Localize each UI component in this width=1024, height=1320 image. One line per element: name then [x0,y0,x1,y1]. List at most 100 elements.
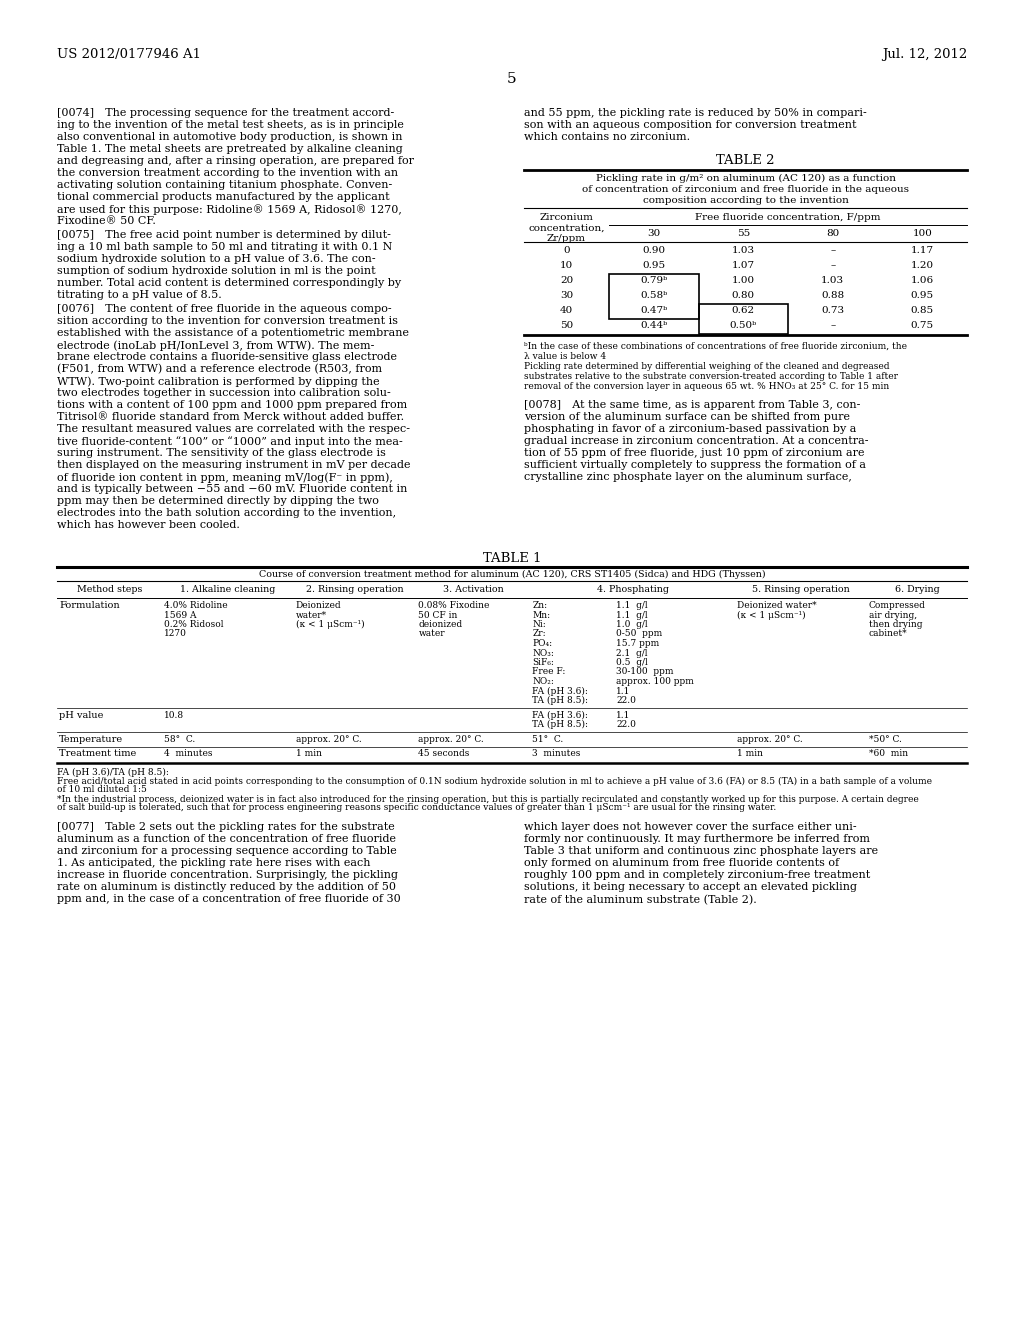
Text: approx. 20° C.: approx. 20° C. [296,734,361,743]
Text: 0-50  ppm: 0-50 ppm [616,630,663,639]
Text: tive fluoride-content “100” or “1000” and input into the mea-: tive fluoride-content “100” or “1000” an… [57,436,402,446]
Text: *50° C.: *50° C. [869,734,902,743]
Text: 0.73: 0.73 [821,306,845,315]
Text: 1.1  g/l: 1.1 g/l [616,601,648,610]
Text: number. Total acid content is determined correspondingly by: number. Total acid content is determined… [57,279,401,288]
Text: 0.62: 0.62 [732,306,755,315]
Text: which contains no zirconium.: which contains no zirconium. [524,132,690,143]
Text: ing a 10 ml bath sample to 50 ml and titrating it with 0.1 N: ing a 10 ml bath sample to 50 ml and tit… [57,242,392,252]
Text: deionized: deionized [419,620,463,630]
Text: –: – [830,321,836,330]
Text: –: – [830,261,836,271]
Text: rate on aluminum is distinctly reduced by the addition of 50: rate on aluminum is distinctly reduced b… [57,883,396,892]
Text: formly nor continuously. It may furthermore be inferred from: formly nor continuously. It may furtherm… [524,834,870,845]
Text: 30-100  ppm: 30-100 ppm [616,668,674,676]
Text: Table 1. The metal sheets are pretreated by alkaline cleaning: Table 1. The metal sheets are pretreated… [57,144,402,154]
Text: (F501, from WTW) and a reference electrode (R503, from: (F501, from WTW) and a reference electro… [57,364,382,375]
Text: 58°  C.: 58° C. [164,734,195,743]
Text: TABLE 2: TABLE 2 [716,154,775,168]
Text: Deionized: Deionized [296,601,341,610]
Text: then displayed on the measuring instrument in mV per decade: then displayed on the measuring instrume… [57,459,411,470]
Text: Course of conversion treatment method for aluminum (AC 120), CRS ST1405 (Sidca) : Course of conversion treatment method fo… [259,570,765,579]
Text: 0.2% Ridosol: 0.2% Ridosol [164,620,223,630]
Text: 0.5  g/l: 0.5 g/l [616,657,648,667]
Text: 0.44ᵇ: 0.44ᵇ [640,321,668,330]
Text: (κ < 1 μScm⁻¹): (κ < 1 μScm⁻¹) [296,620,365,630]
Text: 45 seconds: 45 seconds [419,750,470,759]
Text: composition according to the invention: composition according to the invention [643,195,849,205]
Text: 22.0: 22.0 [616,719,636,729]
Text: 10.8: 10.8 [164,710,183,719]
Text: sition according to the invention for conversion treatment is: sition according to the invention for co… [57,315,398,326]
Text: FA (pH 3.6):: FA (pH 3.6): [532,686,588,696]
Text: (κ < 1 μScm⁻¹): (κ < 1 μScm⁻¹) [737,610,806,619]
Text: 20: 20 [560,276,573,285]
Text: tional commercial products manufactured by the applicant: tional commercial products manufactured … [57,191,389,202]
Text: of salt build-up is tolerated, such that for process engineering reasons specifi: of salt build-up is tolerated, such that… [57,804,776,813]
Text: the conversion treatment according to the invention with an: the conversion treatment according to th… [57,168,398,178]
Text: 1.1  g/l: 1.1 g/l [616,610,648,619]
Text: 3. Activation: 3. Activation [443,585,504,594]
Text: sumption of sodium hydroxide solution in ml is the point: sumption of sodium hydroxide solution in… [57,267,376,276]
Text: also conventional in automotive body production, is shown in: also conventional in automotive body pro… [57,132,402,143]
Text: Jul. 12, 2012: Jul. 12, 2012 [882,48,967,61]
Text: two electrodes together in succession into calibration solu-: two electrodes together in succession in… [57,388,391,399]
Text: 4  minutes: 4 minutes [164,750,212,759]
Text: 0.95: 0.95 [642,261,666,271]
Text: then drying: then drying [869,620,923,630]
Text: tion of 55 ppm of free fluoride, just 10 ppm of zirconium are: tion of 55 ppm of free fluoride, just 10… [524,447,864,458]
Text: λ value is below 4: λ value is below 4 [524,352,606,360]
Text: Table 3 that uniform and continuous zinc phosphate layers are: Table 3 that uniform and continuous zinc… [524,846,879,857]
Text: 0.58ᵇ: 0.58ᵇ [640,290,668,300]
Text: 50: 50 [560,321,573,330]
Text: Treatment time: Treatment time [59,750,136,759]
Text: 100: 100 [912,228,932,238]
Text: 1.07: 1.07 [732,261,755,271]
Text: activating solution containing titanium phosphate. Conven-: activating solution containing titanium … [57,180,392,190]
Text: Method steps: Method steps [77,585,142,594]
Text: electrodes into the bath solution according to the invention,: electrodes into the bath solution accord… [57,508,396,517]
Text: sodium hydroxide solution to a pH value of 3.6. The con-: sodium hydroxide solution to a pH value … [57,253,376,264]
Text: *In the industrial process, deionized water is in fact also introduced for the r: *In the industrial process, deionized wa… [57,795,919,804]
Text: water*: water* [296,610,327,619]
Text: which has however been cooled.: which has however been cooled. [57,520,240,531]
Text: phosphating in favor of a zirconium-based passivation by a: phosphating in favor of a zirconium-base… [524,424,856,434]
Text: 5: 5 [507,73,517,86]
Text: 15.7 ppm: 15.7 ppm [616,639,659,648]
Text: 1.0  g/l: 1.0 g/l [616,620,648,630]
Text: 30: 30 [560,290,573,300]
Text: approx. 20° C.: approx. 20° C. [419,734,484,743]
Text: brane electrode contains a fluoride-sensitive glass electrode: brane electrode contains a fluoride-sens… [57,352,397,362]
Text: FA (pH 3.6)/TA (pH 8.5):: FA (pH 3.6)/TA (pH 8.5): [57,767,169,776]
Text: 1. Alkaline cleaning: 1. Alkaline cleaning [180,585,275,594]
Text: *60  min: *60 min [869,750,908,759]
Text: titrating to a pH value of 8.5.: titrating to a pH value of 8.5. [57,290,222,300]
Text: crystalline zinc phosphate layer on the aluminum surface,: crystalline zinc phosphate layer on the … [524,473,852,482]
Text: ppm and, in the case of a concentration of free fluoride of 30: ppm and, in the case of a concentration … [57,895,400,904]
Text: Zr:: Zr: [532,630,546,639]
Text: ing to the invention of the metal test sheets, as is in principle: ing to the invention of the metal test s… [57,120,403,129]
Text: of concentration of zirconium and free fluoride in the aqueous: of concentration of zirconium and free f… [582,185,909,194]
Text: SiF₆:: SiF₆: [532,657,554,667]
Text: 1.20: 1.20 [910,261,934,271]
Text: tions with a content of 100 ppm and 1000 ppm prepared from: tions with a content of 100 ppm and 1000… [57,400,408,411]
Bar [698,304,788,334]
Bar [609,275,698,319]
Text: 1.03: 1.03 [821,276,845,285]
Text: –: – [830,246,836,255]
Text: NO₃:: NO₃: [532,648,554,657]
Text: solutions, it being necessary to accept an elevated pickling: solutions, it being necessary to accept … [524,883,857,892]
Text: ppm may then be determined directly by dipping the two: ppm may then be determined directly by d… [57,496,379,506]
Text: Deionized water*: Deionized water* [737,601,816,610]
Text: electrode (inoLab pH/IonLevel 3, from WTW). The mem-: electrode (inoLab pH/IonLevel 3, from WT… [57,341,375,351]
Text: 51°  C.: 51° C. [532,734,563,743]
Text: 3  minutes: 3 minutes [532,750,581,759]
Text: and zirconium for a processing sequence according to Table: and zirconium for a processing sequence … [57,846,396,857]
Text: 4. Phosphating: 4. Phosphating [597,585,669,594]
Text: Zn:: Zn: [532,601,547,610]
Text: Ni:: Ni: [532,620,546,630]
Text: The resultant measured values are correlated with the respec-: The resultant measured values are correl… [57,424,410,434]
Text: Temperature: Temperature [59,734,123,743]
Text: 1.17: 1.17 [910,246,934,255]
Text: 0.08% Fixodine: 0.08% Fixodine [419,601,489,610]
